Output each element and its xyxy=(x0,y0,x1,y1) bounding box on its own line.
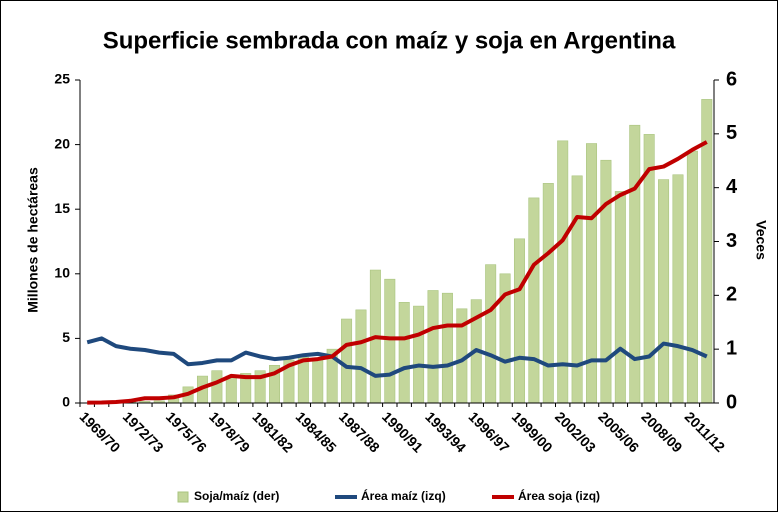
y2-tick-label: 1 xyxy=(726,337,737,359)
y2-tick-label: 2 xyxy=(726,284,737,306)
legend-label: Soja/maíz (der) xyxy=(194,489,279,503)
legend-swatch xyxy=(177,491,189,503)
bar xyxy=(629,124,641,404)
bar xyxy=(427,290,439,404)
y2-tick-label: 6 xyxy=(726,68,737,90)
y2-axis-label: Veces xyxy=(753,220,769,260)
bar xyxy=(686,150,698,404)
y-tick-label: 5 xyxy=(62,329,70,345)
chart-title: Superficie sembrada con maíz y soja en A… xyxy=(103,27,676,54)
y2-tick-label: 3 xyxy=(726,230,737,252)
y-tick-label: 0 xyxy=(62,394,70,410)
bar xyxy=(441,292,453,404)
bar xyxy=(600,159,612,404)
bar xyxy=(341,318,353,404)
legend-label: Área soja (izq) xyxy=(518,488,600,503)
bar xyxy=(398,302,410,404)
bar xyxy=(672,174,684,404)
line xyxy=(87,140,708,405)
y2-tick-label: 4 xyxy=(726,176,738,198)
bar xyxy=(297,356,309,404)
y-tick-label: 15 xyxy=(54,200,70,216)
y-tick-label: 25 xyxy=(54,71,70,87)
bar xyxy=(658,179,670,404)
bar xyxy=(586,143,598,404)
y-tick-label: 10 xyxy=(54,265,70,281)
bar xyxy=(571,175,583,404)
bar xyxy=(225,375,237,404)
bar xyxy=(542,183,554,404)
bar xyxy=(413,305,425,404)
bar xyxy=(513,238,525,404)
bar xyxy=(528,197,540,404)
bar xyxy=(211,370,223,404)
line xyxy=(86,336,708,378)
legend-label: Área maíz (izq) xyxy=(361,488,446,503)
y-tick-label: 20 xyxy=(54,135,70,151)
bar xyxy=(614,191,626,404)
y2-tick-label: 0 xyxy=(726,391,737,413)
bar xyxy=(355,309,367,404)
y2-tick-label: 5 xyxy=(726,122,737,144)
y-axis-label: Millones de hectáreas xyxy=(25,167,41,313)
bar xyxy=(384,278,396,404)
bar xyxy=(485,264,497,404)
bar xyxy=(312,357,324,404)
